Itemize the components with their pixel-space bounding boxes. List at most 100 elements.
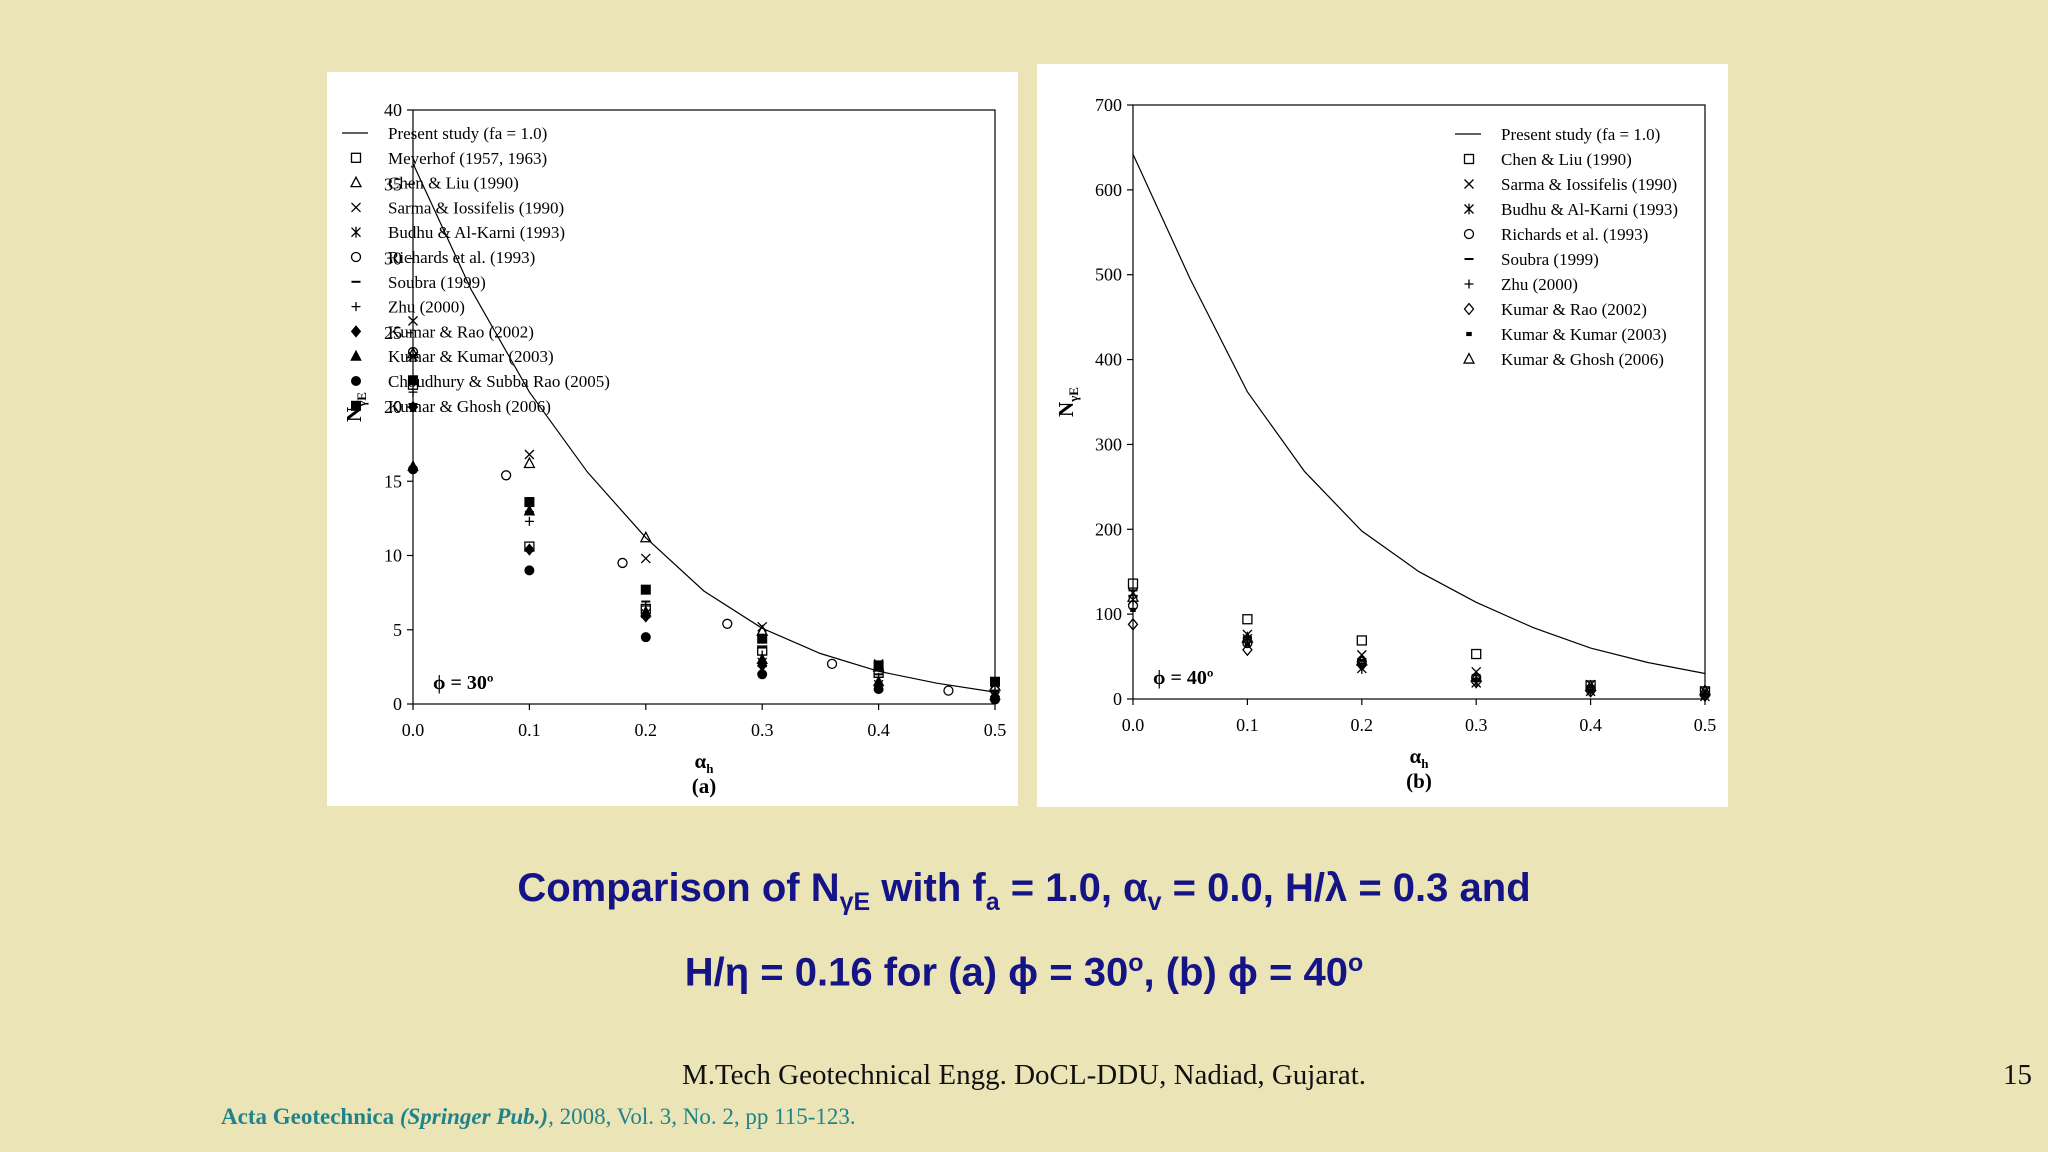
legend-marker (1464, 179, 1474, 189)
data-point (640, 553, 651, 564)
legend-label: Choudhury & Subba Rao (2005) (388, 372, 610, 391)
data-point (408, 315, 418, 326)
data-point (1470, 670, 1483, 682)
legend-marker (350, 152, 362, 163)
data-point (1585, 684, 1596, 698)
series-kumar-rao-2002- (407, 400, 1001, 703)
y-tick-label: 200 (1095, 519, 1122, 539)
panel-label: (b) (1406, 769, 1432, 793)
series-zhu-2000- (1128, 590, 1710, 700)
series-zhu-2000- (408, 387, 1000, 697)
series-richards-et-al-1993- (407, 346, 954, 696)
data-point (524, 449, 535, 460)
legend-marker (1463, 228, 1475, 240)
footer-institution: M.Tech Geotechnical Engg. DoCL-DDU, Nadi… (681, 1059, 1367, 1091)
data-point (1241, 631, 1254, 643)
legend-marker (350, 251, 362, 263)
data-point (1470, 675, 1482, 689)
legend-label: Kumar & Kumar (2003) (1501, 325, 1667, 344)
legend-label: Budhu & Al-Karni (1993) (388, 223, 565, 242)
data-point (1126, 590, 1140, 602)
legend-label: Richards et al. (1993) (1501, 225, 1648, 244)
series-kumar-kumar-2003- (407, 459, 1001, 700)
y-tick-label: 100 (1095, 604, 1122, 624)
reference-citation: Acta Geotechnica (Springer Pub.), 2008, … (221, 1104, 856, 1129)
data-point (524, 497, 535, 508)
series-soubra-1999- (1128, 589, 1710, 695)
legend-label: Chen & Liu (1990) (1501, 150, 1632, 169)
data-point (990, 694, 1000, 705)
data-point (1355, 654, 1368, 666)
y-tick-label: 30 (384, 249, 402, 269)
y-tick-label: 500 (1095, 265, 1122, 285)
data-point (524, 516, 534, 526)
x-tick-label: 0.2 (1351, 715, 1374, 735)
legend-label: Sarma & Iossifelis (1990) (1501, 175, 1677, 194)
series-choudhury-subba-rao-2005- (408, 464, 1000, 705)
plot-frame (1132, 104, 1706, 700)
data-point (826, 658, 838, 670)
legend-label: Present study (fa = 1.0) (1501, 125, 1660, 144)
data-point (990, 676, 1000, 687)
data-point (408, 375, 418, 386)
data-point (640, 605, 652, 617)
legend-label: Soubra (1999) (388, 273, 486, 292)
y-tick-label: 300 (1095, 434, 1122, 454)
data-point (1242, 614, 1253, 625)
series-sarma-iossifelis-1990- (1128, 587, 1710, 697)
phi-annotation: ϕ = 30º (433, 672, 494, 694)
phi-annotation: ϕ = 40º (1153, 667, 1214, 689)
legend-label: Zhu (2000) (388, 298, 465, 317)
chart-panel-a: 0.0 0.1 0.2 0.3 0.4 0.5 0 5 10 15 20 25 30 35 40 αh NγE(… (327, 72, 1018, 806)
legend-marker (1462, 352, 1476, 364)
x-tick-label: 0.5 (984, 720, 1007, 740)
x-tick-label: 0.3 (751, 720, 774, 740)
data-point (1244, 642, 1251, 647)
y-tick-label: 0 (393, 694, 402, 714)
data-point (640, 632, 651, 643)
series-budhu-al-karni-1993- (1128, 594, 1710, 702)
legend-label: Kumar & Ghosh (2006) (388, 397, 551, 416)
legend-marker (350, 349, 362, 361)
legend-label: Present study (fa = 1.0) (388, 124, 547, 143)
series-kumar-kumar-2003- (1130, 607, 1708, 698)
data-point (943, 685, 954, 696)
series-kumar-ghosh-2006- (1126, 590, 1712, 696)
chart-a-svg: 0.0 0.1 0.2 0.3 0.4 0.50510152025303540αhNγE(… (342, 100, 1007, 798)
data-point (524, 543, 535, 556)
data-point (1242, 643, 1253, 657)
y-tick-label: 15 (384, 471, 402, 491)
data-point (757, 669, 768, 680)
data-point (408, 387, 418, 397)
data-point (523, 504, 536, 516)
page-number: 15 (2003, 1059, 2032, 1091)
data-point (1698, 683, 1712, 696)
legend-marker (351, 226, 361, 238)
data-point (1699, 689, 1711, 703)
series-richards-et-al-1993- (1127, 600, 1711, 700)
data-point (407, 346, 419, 358)
legend-marker (1464, 279, 1474, 289)
legend: Present study (fa = 1.0) Chen & Liu (1990… (1455, 125, 1678, 369)
x-tick-label: 0.3 (1465, 715, 1488, 735)
data-point (1130, 607, 1136, 612)
data-point (1584, 679, 1597, 691)
y-tick-label: 10 (384, 546, 402, 566)
y-tick-label: 600 (1095, 180, 1122, 200)
x-tick-label: 0.4 (1579, 715, 1602, 735)
legend-marker (351, 376, 361, 386)
y-tick-label: 20 (384, 397, 402, 417)
legend-label: Soubra (1999) (1501, 250, 1599, 269)
data-point (408, 464, 418, 475)
legend-marker (351, 400, 361, 411)
y-tick-label: 700 (1095, 95, 1122, 115)
caption-line-1: Comparison of NγE with fa = 1.0, αv = 0.… (517, 866, 1531, 916)
legend-label: Meyerhof (1957, 1963) (388, 149, 547, 168)
series-soubra-1999- (408, 403, 1000, 692)
legend-marker (1466, 331, 1472, 337)
legend-marker (350, 325, 362, 338)
data-point (640, 584, 651, 595)
legend-marker (351, 202, 361, 213)
data-point (524, 565, 535, 576)
x-axis-label: αh (1410, 744, 1430, 771)
